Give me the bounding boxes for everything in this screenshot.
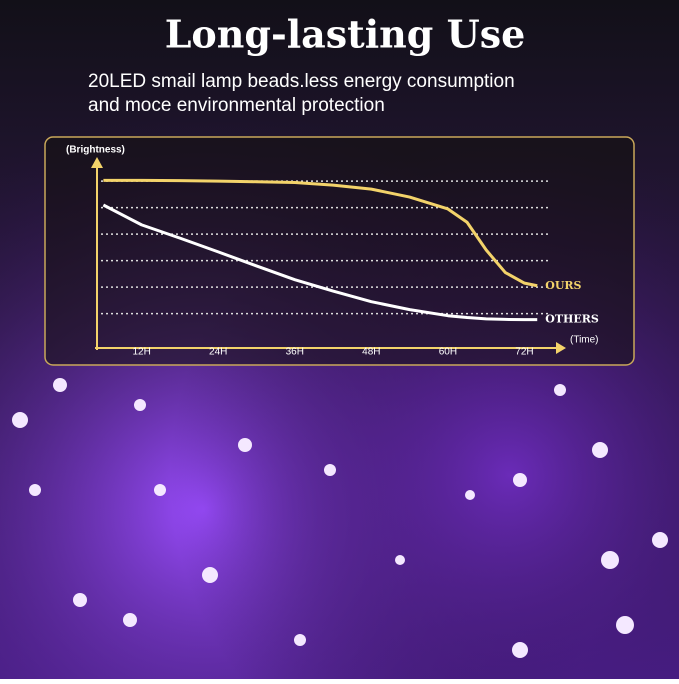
x-tick-label: 12H — [132, 347, 150, 358]
legend-label: OTHERS — [545, 313, 599, 326]
subtitle: 20LED smail lamp beads.less energy consu… — [88, 71, 515, 92]
subtitle: and moce environmental protection — [88, 95, 385, 116]
x-tick-label: 24H — [209, 347, 227, 358]
x-tick-label: 36H — [286, 347, 304, 358]
y-axis-label: (Brightness) — [66, 145, 125, 156]
axis-arrow — [91, 157, 103, 168]
x-tick-label: 72H — [515, 347, 533, 358]
legend-label: OURS — [545, 279, 581, 292]
x-axis-label: (Time) — [570, 335, 599, 346]
chart-panel — [44, 136, 635, 366]
x-tick-label: 48H — [362, 347, 380, 358]
line — [102, 203, 538, 322]
x-tick-label: 60H — [439, 347, 457, 358]
line — [103, 178, 538, 288]
lights — [12, 378, 668, 658]
axis-arrow — [556, 342, 566, 354]
title: Long-lasting Use — [165, 12, 526, 57]
